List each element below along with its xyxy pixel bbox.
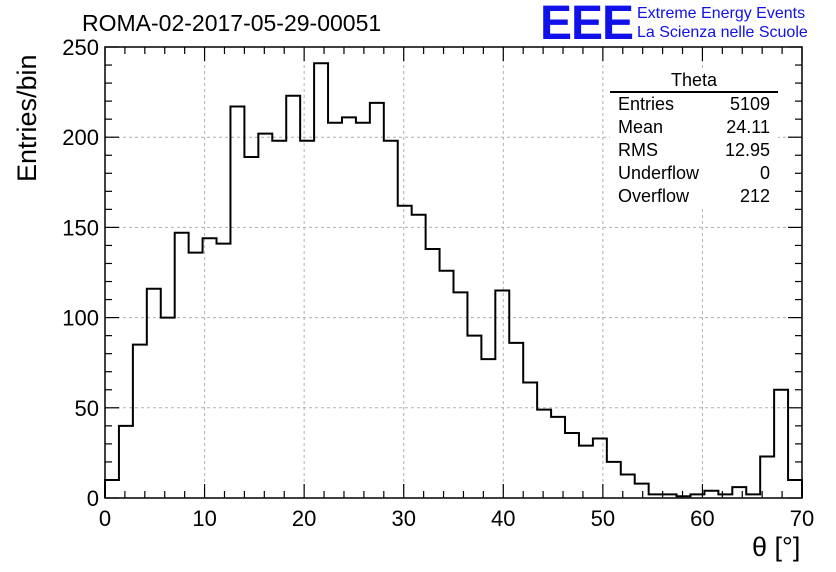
histogram-bin [412,215,426,498]
histogram-bin [356,123,370,498]
histogram-bin [272,141,286,498]
tick-labels: 0 10 20 30 40 50 60 70 0 50 100 150 200 250 [62,35,814,531]
stats-box: Theta Entries 5109 Mean 24.11 RMS 12.95 Underf… [610,70,778,208]
x-tick-label: 50 [591,506,615,531]
stats-value: 12.95 [724,140,770,160]
x-axis-label: θ [°] [752,532,801,562]
histogram-bin [384,141,398,498]
y-tick-label: 150 [62,215,99,240]
stats-row-overflow: Overflow 212 [610,185,778,208]
logo-line-1: Extreme Energy Events [637,5,806,22]
histogram-bin [607,462,621,498]
stats-label: Overflow [618,186,690,206]
histogram-bin [523,383,537,498]
histogram-bin [328,123,342,498]
histogram-bin [300,141,314,498]
stats-label: Underflow [618,163,700,183]
histogram-bin [788,480,802,498]
y-tick-label: 200 [62,125,99,150]
x-tick-label: 10 [192,506,216,531]
histogram-bin [286,96,300,498]
histogram-bin [565,433,579,498]
stats-value: 24.11 [726,117,770,137]
stats-row-underflow: Underflow 0 [610,162,778,185]
histogram-bin [593,438,607,498]
histogram-bin [426,249,440,498]
histogram-bin [175,233,189,498]
histogram-bin [189,253,203,498]
histogram-bin [258,134,272,498]
histogram-bin [370,103,384,498]
histogram-bin [454,292,468,498]
axes [104,46,803,499]
x-tick-label: 70 [790,506,814,531]
x-tick-label: 60 [690,506,714,531]
stats-row-mean: Mean 24.11 [610,116,778,139]
histogram-bin [704,491,718,498]
histogram-bin [105,480,119,498]
y-tick-label: 100 [62,306,99,331]
histogram-bin [147,289,161,498]
stats-row-rms: RMS 12.95 [610,139,778,162]
histogram-bin [774,390,788,498]
logo-caption: Extreme Energy Events La Scienza nelle S… [637,4,808,42]
y-axis-label: Entries/bin [12,54,42,182]
histogram-bin [481,359,495,498]
plot-frame [104,46,803,499]
histogram-bin [732,487,746,498]
stats-value: 0 [759,163,770,183]
x-tick-label: 20 [292,506,316,531]
x-tick-label: 40 [491,506,515,531]
histogram-bin [230,107,244,498]
stats-title: Theta [610,70,778,93]
x-tick-label: 0 [99,506,111,531]
stats-label: Entries [618,94,675,114]
histogram-bin [440,271,454,498]
histogram-bin [509,343,523,498]
histogram-bin [467,336,481,498]
histogram-bin [551,417,565,498]
y-tick-label: 0 [87,486,99,511]
chart-title: ROMA-02-2017-05-29-00051 [82,10,382,36]
histogram-bin [398,206,412,498]
stats-rows: Entries 5109 Mean 24.11 RMS 12.95 Underflow 0 Ov… [610,93,778,208]
histogram-bin [495,291,509,498]
histogram-bin [244,157,258,498]
stats-label: RMS [618,140,658,160]
stats-value: 5109 [729,94,770,114]
logo-line-2: La Scienza nelle Scuole [637,24,808,41]
histogram-bin [342,117,356,498]
histogram-bin [537,410,551,498]
histogram-bin [133,345,147,498]
stats-label: Mean [618,117,664,137]
histogram-bin [635,484,649,498]
histogram-bin [119,426,133,498]
eee-logo: EEE [540,0,634,50]
grid-lines [105,47,802,498]
axis-ticks [104,46,803,499]
histogram-bin [579,446,593,498]
histogram-bin [314,63,328,498]
stats-row-entries: Entries 5109 [610,93,778,116]
histogram-bin [217,244,231,498]
y-tick-label: 50 [75,396,99,421]
stats-value: 212 [739,186,770,206]
histogram-series [104,62,803,498]
x-tick-label: 30 [391,506,415,531]
histogram-outline [104,62,803,498]
y-tick-label: 250 [62,35,99,60]
